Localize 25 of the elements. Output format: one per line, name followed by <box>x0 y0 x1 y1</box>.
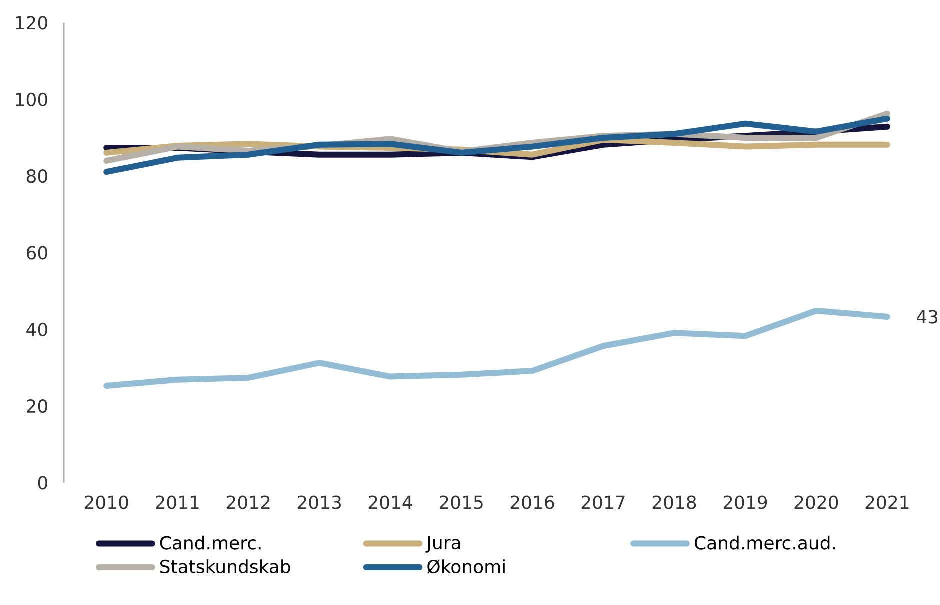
legend-label: Cand.merc.aud. <box>694 536 836 550</box>
y-tick-label: 20 <box>27 400 48 414</box>
x-tick-label: 2019 <box>724 496 768 510</box>
x-tick-label: 2021 <box>866 496 909 510</box>
data-label: 43 <box>917 310 938 324</box>
legend-label: Statskundskab <box>160 560 290 574</box>
x-tick-label: 2015 <box>440 496 483 510</box>
x-tick-label: 2010 <box>85 496 128 510</box>
x-tick-label: 2013 <box>298 496 341 510</box>
y-tick-label: 120 <box>16 16 48 30</box>
y-tick-label: 80 <box>26 170 48 184</box>
legend-label: Økonomi <box>428 560 505 574</box>
y-tick-label: 40 <box>26 322 48 336</box>
y-tick-label: 100 <box>16 92 48 106</box>
x-tick-label: 2014 <box>368 496 412 510</box>
y-tick-label: 0 <box>38 476 48 490</box>
y-tick-label: 60 <box>26 246 48 260</box>
x-tick-label: 2011 <box>156 496 199 510</box>
x-tick-label: 2020 <box>794 496 838 510</box>
legend-label: Jura <box>426 536 460 553</box>
x-tick-label: 2017 <box>582 496 625 510</box>
x-tick-label: 2018 <box>652 496 696 510</box>
legend-label: Cand.merc. <box>160 536 261 550</box>
x-tick-label: 2012 <box>226 496 270 510</box>
x-tick-label: 2016 <box>510 496 554 510</box>
